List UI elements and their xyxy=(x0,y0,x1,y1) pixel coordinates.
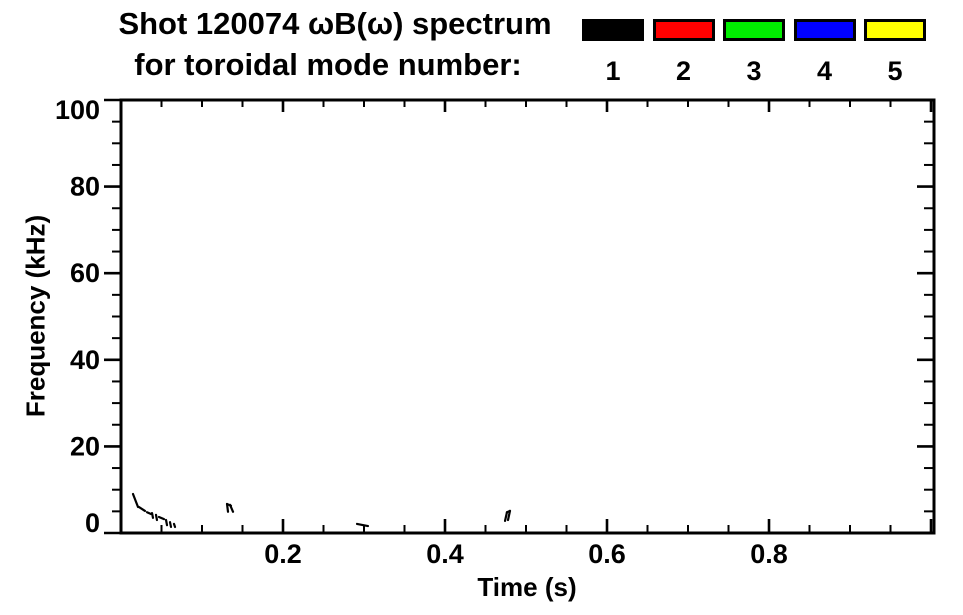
legend-item-mode-2: 2 xyxy=(652,19,716,87)
chart-subtitle: for toroidal mode number: xyxy=(134,47,522,82)
data-segment-mode-1 xyxy=(137,505,147,513)
data-segment-mode-1 xyxy=(131,492,140,509)
data-segment-mode-1 xyxy=(150,511,155,519)
legend-swatch-mode-1 xyxy=(582,19,644,41)
data-segment-mode-1 xyxy=(164,518,169,527)
legend-label: 4 xyxy=(816,56,833,86)
x-tick-label: 0.4 xyxy=(426,539,464,569)
data-segment-mode-1 xyxy=(157,515,166,521)
legend-label: 3 xyxy=(746,56,762,86)
data-segment-mode-1 xyxy=(172,522,177,529)
y-tick-label: 60 xyxy=(70,258,100,288)
legend-label: 2 xyxy=(675,56,692,86)
legend-item-mode-1: 1 xyxy=(582,19,645,87)
x-tick-label: 0.2 xyxy=(264,539,302,569)
data-segment-mode-1 xyxy=(154,513,159,522)
legend-swatch-mode-4 xyxy=(793,19,856,41)
y-tick-label: 80 xyxy=(70,172,100,202)
legend-swatch-mode-5 xyxy=(864,19,926,41)
legend: 1 2 3 4 5 xyxy=(0,0,963,90)
legend-swatch-mode-3 xyxy=(723,19,785,41)
data-segment-mode-1 xyxy=(228,503,235,513)
data-segment-mode-1 xyxy=(225,502,230,513)
chart-title: Shot 120074 ωB(ω) spectrum xyxy=(118,6,552,41)
data-segment-mode-1 xyxy=(168,521,173,529)
data-segment-mode-1 xyxy=(506,509,512,522)
plot-frame xyxy=(119,98,936,535)
y-tick-label: 0 xyxy=(85,508,100,538)
legend-item-mode-5: 5 xyxy=(864,19,927,87)
x-axis-title: Time (s) xyxy=(477,572,577,602)
y-tick-label: 20 xyxy=(70,431,100,461)
y-tick-label: 100 xyxy=(55,95,100,125)
y-axis-title: Frequency (kHz) xyxy=(20,214,51,418)
legend-swatch-mode-2 xyxy=(652,19,715,41)
legend-item-mode-3: 3 xyxy=(723,19,786,87)
x-tick-label: 0.8 xyxy=(750,539,788,569)
legend-label: 1 xyxy=(605,56,621,86)
data-segment-mode-1 xyxy=(503,511,509,522)
data-segment-mode-1 xyxy=(145,511,153,516)
x-tick-label: 0.6 xyxy=(588,539,626,569)
y-tick-label: 40 xyxy=(70,345,100,375)
legend-item-mode-4: 4 xyxy=(793,19,857,87)
data-segment-mode-1 xyxy=(355,522,370,528)
legend-label: 5 xyxy=(887,56,903,86)
